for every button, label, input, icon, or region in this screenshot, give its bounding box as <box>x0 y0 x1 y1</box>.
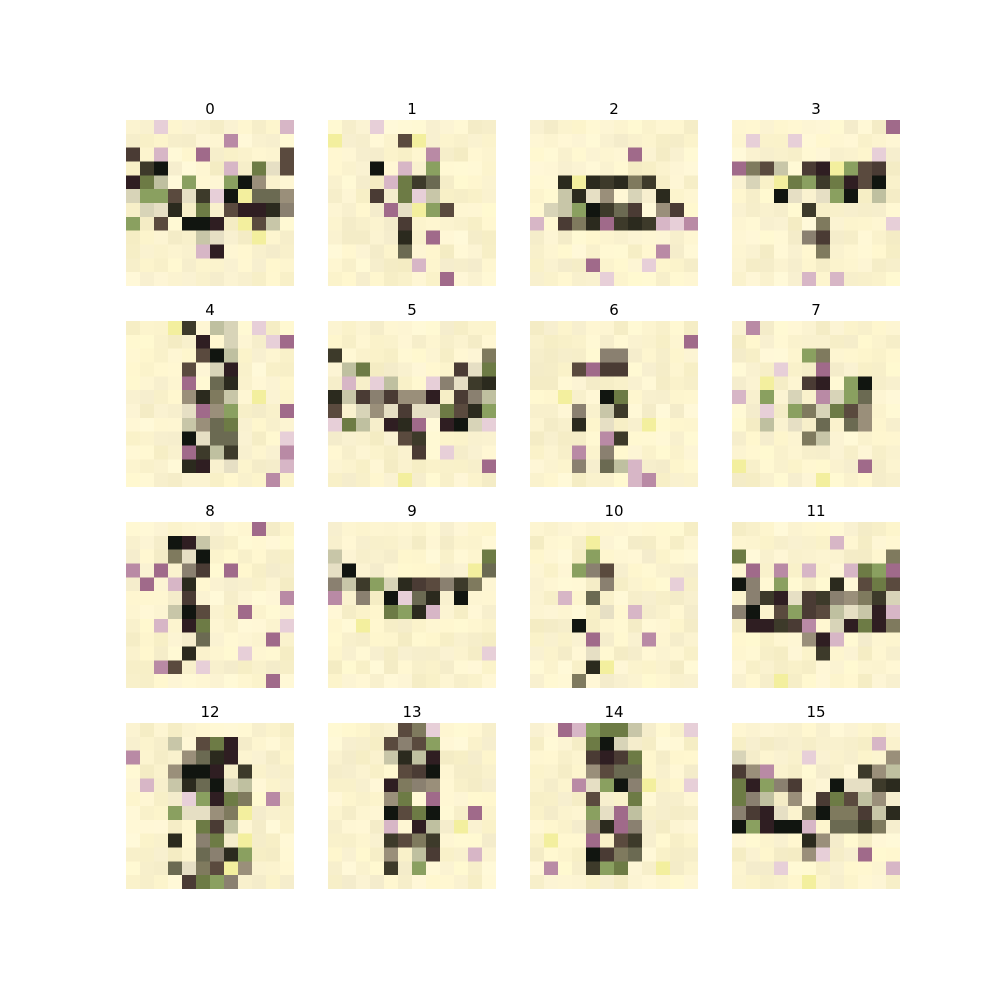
panel-title: 10 <box>604 502 624 520</box>
panel-image <box>530 723 698 889</box>
panel-14: 14 <box>530 701 698 889</box>
panel-title: 12 <box>200 703 220 721</box>
panel-image <box>126 522 294 688</box>
panel-image <box>530 120 698 286</box>
panel-image <box>328 120 496 286</box>
panel-title: 3 <box>811 100 821 118</box>
panel-image <box>328 321 496 487</box>
panel-image <box>732 723 900 889</box>
panel-image <box>530 321 698 487</box>
panel-title: 4 <box>205 301 215 319</box>
panel-image <box>126 120 294 286</box>
panel-image <box>732 120 900 286</box>
panel-image <box>732 321 900 487</box>
panel-title: 5 <box>407 301 417 319</box>
panel-15: 15 <box>732 701 900 889</box>
panel-11: 11 <box>732 500 900 688</box>
panel-title: 8 <box>205 502 215 520</box>
panel-0: 0 <box>126 98 294 286</box>
panel-13: 13 <box>328 701 496 889</box>
panel-image <box>328 723 496 889</box>
panel-2: 2 <box>530 98 698 286</box>
panel-5: 5 <box>328 299 496 487</box>
panel-title: 9 <box>407 502 417 520</box>
panel-image <box>126 321 294 487</box>
panel-8: 8 <box>126 500 294 688</box>
panel-title: 11 <box>806 502 826 520</box>
panel-title: 1 <box>407 100 417 118</box>
panel-image <box>328 522 496 688</box>
panel-9: 9 <box>328 500 496 688</box>
panel-10: 10 <box>530 500 698 688</box>
panel-image <box>126 723 294 889</box>
panel-title: 14 <box>604 703 624 721</box>
panel-12: 12 <box>126 701 294 889</box>
panel-1: 1 <box>328 98 496 286</box>
panel-title: 7 <box>811 301 821 319</box>
panel-title: 6 <box>609 301 619 319</box>
panel-3: 3 <box>732 98 900 286</box>
panel-image <box>530 522 698 688</box>
panel-7: 7 <box>732 299 900 487</box>
panel-title: 13 <box>402 703 422 721</box>
panel-title: 2 <box>609 100 619 118</box>
panel-title: 15 <box>806 703 826 721</box>
panel-6: 6 <box>530 299 698 487</box>
panel-title: 0 <box>205 100 215 118</box>
panel-image <box>732 522 900 688</box>
panel-4: 4 <box>126 299 294 487</box>
